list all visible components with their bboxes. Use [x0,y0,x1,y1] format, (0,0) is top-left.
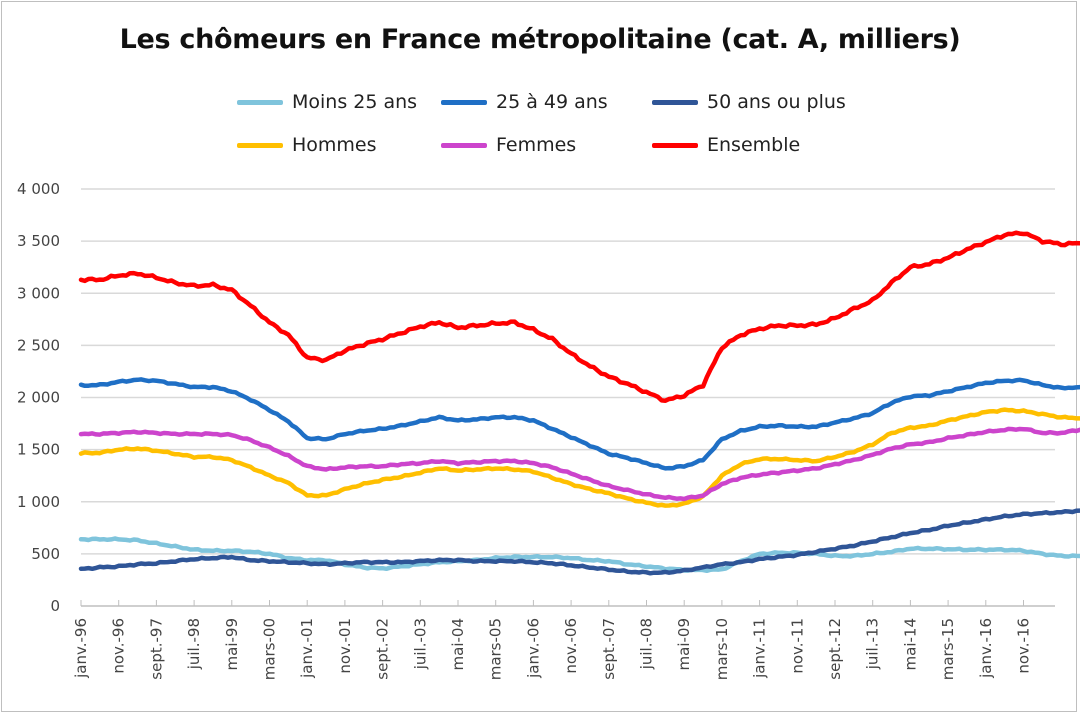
x-tick-label: juil.-03 [411,618,429,670]
y-tick-label: 3 000 [17,284,60,302]
x-tick-label: mars-10 [713,618,731,680]
x-tick-label: janv.-96 [72,618,90,679]
series-line-50-ans-ou-plus [78,508,1080,576]
x-tick-label: mars-00 [261,618,279,680]
x-tick-label: mai-14 [901,618,919,670]
x-tick-label: janv.-06 [524,618,542,679]
x-tick-label: janv.-16 [977,618,995,679]
x-tick-label: juil.-98 [185,618,203,670]
y-tick-label: 3 500 [17,232,60,250]
y-tick-label: 2 500 [17,336,60,354]
y-tick-label: 1 000 [17,493,60,511]
x-tick-label: sept.-07 [600,618,618,680]
series-line-femmes [78,426,1080,502]
x-tick-label: nov.-11 [788,618,806,674]
legend-label: Moins 25 ans [292,91,418,113]
y-tick-label: 1 500 [17,441,60,459]
legend-item-25-49-ans: 25 à 49 ans [441,90,608,114]
legend-item-50-ans-ou-plus: 50 ans ou plus [652,90,846,114]
legend-label: Hommes [292,134,377,156]
legend-label: 50 ans ou plus [707,91,846,113]
legend-swatch-50-ans-ou-plus [652,99,698,105]
y-tick-label: 4 000 [17,180,60,198]
series-line-25-49-ans [78,377,1080,471]
legend-swatch-25-49-ans [441,99,487,105]
x-tick-label: sept.-12 [826,618,844,680]
series-line-moins-25-ans [78,536,1080,574]
legend-label: 25 à 49 ans [496,91,608,113]
legend-swatch-moins-25-ans [237,99,283,105]
x-tick-label: mai-99 [223,618,241,670]
y-tick-label: 0 [50,597,60,615]
x-tick-label: nov.-96 [110,618,128,674]
x-tick-label: nov.-01 [336,618,354,674]
x-axis: janv.-96 nov.-96 sept.-97 juil.-98 mai-99 mar… [72,600,1055,680]
series-line-ensemble [78,230,1080,403]
x-tick-label: mars-05 [487,618,505,680]
x-tick-label: juil.-08 [638,618,656,670]
x-tick-label: mai-09 [675,618,693,670]
x-tick-label: sept.-97 [147,618,165,680]
gridlines [81,188,1055,555]
legend-label: Ensemble [707,134,801,156]
legend-item-ensemble: Ensemble [652,133,800,157]
x-tick-label: mars-15 [939,618,957,680]
legend-item-hommes: Hommes [237,133,377,157]
x-tick-label: janv.-11 [751,618,769,679]
y-tick-label: 2 000 [17,389,60,407]
x-tick-label: mai-04 [449,618,467,670]
series-line-hommes [78,407,1080,508]
x-tick-label: nov.-16 [1015,618,1033,674]
x-tick-label: janv.-01 [298,618,316,679]
legend-swatch-ensemble [652,142,698,148]
legend-item-moins-25-ans: Moins 25 ans [237,90,417,114]
x-tick-label: sept.-02 [374,618,392,680]
y-axis: 0 500 1 000 1 500 2 000 2 500 3 000 3 500 4 000 [17,180,60,615]
legend-swatch-hommes [237,142,283,148]
series-lines [78,230,1080,576]
x-tick-label: juil.-13 [864,618,882,670]
legend-label: Femmes [496,134,577,156]
legend-swatch-femmes [441,142,487,148]
chart-title: Les chômeurs en France métropolitaine (c… [119,24,961,55]
legend-item-femmes: Femmes [441,133,576,157]
x-tick-label: nov.-06 [562,618,580,674]
y-tick-label: 500 [31,545,60,563]
